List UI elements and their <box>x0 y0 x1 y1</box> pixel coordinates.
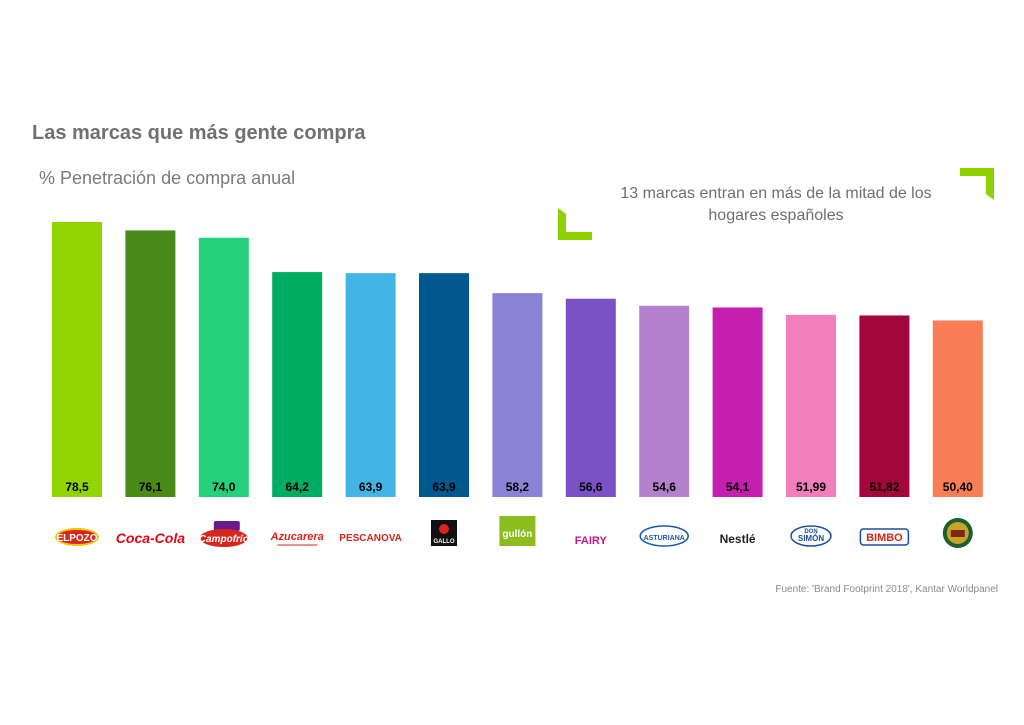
value-label-pescanova: 63,9 <box>359 480 383 494</box>
value-label-la-espanola: 50,40 <box>943 480 973 494</box>
callout-text: 13 marcas entran en más de la mitad de l… <box>620 185 932 224</box>
bar-don-simon <box>786 314 836 497</box>
value-label-elpozo: 78,5 <box>65 480 89 494</box>
value-label-nestle: 54,1 <box>726 480 750 494</box>
value-label-asturiana: 54,6 <box>653 480 677 494</box>
svg-text:BIMBO: BIMBO <box>866 532 903 544</box>
bar-gallo <box>419 273 469 497</box>
svg-text:FAIRY: FAIRY <box>575 535 608 547</box>
svg-text:Coca-Cola: Coca-Cola <box>116 530 185 546</box>
azucarera-logo-icon: Azucarera <box>270 531 324 546</box>
value-label-don-simon: 51,99 <box>796 480 826 494</box>
bar-elpozo <box>52 222 102 497</box>
value-label-gullon: 58,2 <box>506 480 530 494</box>
bar-fairy <box>565 298 616 497</box>
gallo-logo-icon: GALLO <box>431 520 457 546</box>
la-espanola-logo-icon <box>942 518 973 548</box>
bar-pescanova <box>345 273 396 497</box>
value-label-bimbo: 51,82 <box>869 480 899 494</box>
svg-text:PESCANOVA: PESCANOVA <box>339 533 402 544</box>
bar-asturiana <box>639 305 690 497</box>
bracket-bottom-left-icon <box>558 208 592 240</box>
bar-la-espanola <box>932 320 983 497</box>
pescanova-logo-icon: PESCANOVA <box>339 533 402 544</box>
bimbo-logo-icon: BIMBO <box>859 528 910 546</box>
bracket-top-right-icon <box>960 168 994 200</box>
source-note: Fuente: 'Brand Footprint 2018', Kantar W… <box>775 584 998 595</box>
value-label-campofrio: 74,0 <box>212 480 236 494</box>
value-label-gallo: 63,9 <box>432 480 456 494</box>
nestle-logo-icon: Nestlé <box>720 532 756 546</box>
coca-cola-logo-icon: Coca-Cola <box>116 530 185 546</box>
fairy-logo-icon: FAIRY <box>575 535 608 547</box>
svg-text:gullón: gullón <box>502 529 532 540</box>
value-labels-group: 78,5 76,1 74,0 64,2 63,9 63,9 58,2 56,6 54,6 54,1… <box>65 480 973 494</box>
bar-bimbo <box>859 315 910 497</box>
callout-bracket <box>558 168 994 240</box>
bars-group <box>52 222 983 497</box>
brand-logos-group: ELPOZO Coca-Cola Campofrío Azucarera PESCANO… <box>55 516 973 548</box>
campofrio-logo-icon: Campofrío <box>199 521 249 547</box>
bar-azucarera <box>272 272 323 497</box>
bar-gullon <box>492 293 543 497</box>
svg-text:ELPOZO: ELPOZO <box>56 533 97 544</box>
chart-subtitle: % Penetración de compra anual <box>39 168 296 188</box>
svg-text:ASTURIANA: ASTURIANA <box>644 535 685 542</box>
chart-title: Las marcas que más gente compra <box>32 122 366 144</box>
svg-text:Nestlé: Nestlé <box>720 532 756 546</box>
value-label-azucarera: 64,2 <box>286 480 310 494</box>
svg-text:Campofrío: Campofrío <box>199 534 249 545</box>
value-label-fairy: 56,6 <box>579 480 603 494</box>
bar-nestle <box>712 307 763 497</box>
svg-text:SIMÓN: SIMÓN <box>798 534 824 543</box>
bar-coca-cola <box>125 230 176 497</box>
elpozo-logo-icon: ELPOZO <box>55 528 99 546</box>
asturiana-logo-icon: ASTURIANA <box>639 525 689 547</box>
value-label-coca-cola: 76,1 <box>139 480 163 494</box>
svg-text:DON: DON <box>804 529 817 535</box>
svg-text:Azucarera: Azucarera <box>270 531 324 543</box>
svg-text:GALLO: GALLO <box>434 539 455 545</box>
gullon-logo-icon: gullón <box>499 516 536 546</box>
bar-campofrio <box>198 237 249 497</box>
